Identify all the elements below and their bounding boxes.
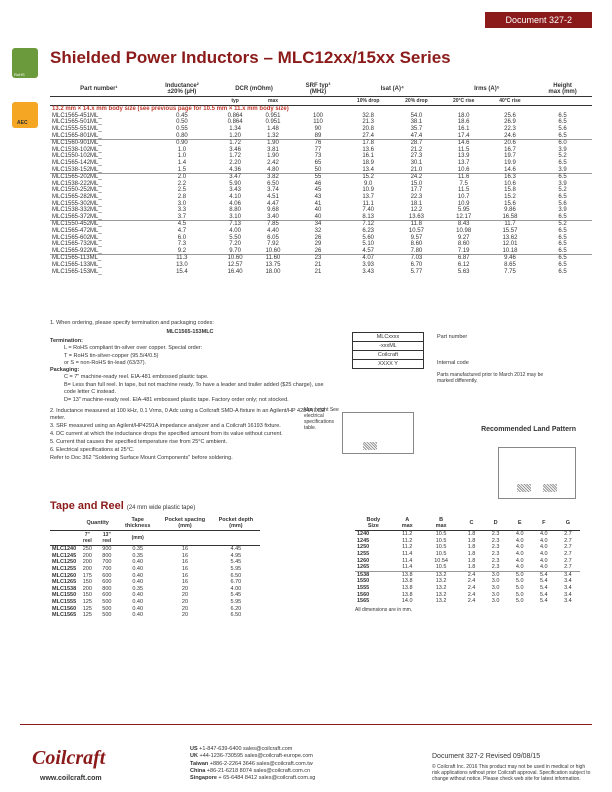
logo: Coilcraft [32, 747, 105, 770]
rohs-icon [12, 48, 38, 78]
tape-table: QuantityTape thicknessPocket spacing (mm… [50, 516, 260, 619]
note-1: 1. When ordering, please specify termina… [50, 320, 330, 327]
doc-header: Document 327-2 [485, 12, 592, 28]
tape-sub: (24 mm wide plastic tape) [127, 505, 195, 511]
term-label: Termination: [50, 338, 83, 344]
notes: 1. When ordering, please specify termina… [50, 320, 330, 464]
pn-label: Part number [437, 334, 467, 340]
ic-label: Internal code [437, 360, 469, 366]
footer-legal: © Coilcraft Inc. 2016 This product may n… [432, 764, 592, 782]
dim-note: All dimensions are in mm. [355, 607, 580, 613]
body-table: BodySizeAmaxBmaxCDEFG124011.210.51.82.34… [355, 516, 580, 613]
footer-right: Document 327-2 Revised 09/08/15 © Coilcr… [432, 753, 592, 782]
url: www.coilcraft.com [40, 775, 102, 782]
component-sketch [342, 412, 414, 454]
pack-label: Packaging: [50, 367, 79, 373]
footer-rule [20, 724, 592, 725]
footer-doc: Document 327-2 Revised 09/08/15 [432, 753, 592, 761]
land-title: Recommended Land Pattern [481, 426, 576, 433]
diagram-area: MLCxxxx-xxxMLCoilcraftXXXX Y Part number… [342, 332, 590, 507]
maxh-label: Max height See electrical specifications… [304, 407, 340, 431]
tape-title: Tape and Reel (24 mm wide plastic tape) [50, 500, 195, 512]
mfg-label: Parts manufactured prior to March 2012 m… [437, 372, 557, 384]
contacts: US +1-847-639-6400 sales@coilcraft.comUK… [190, 746, 410, 782]
notes-code: MLC1565-153MLC [50, 329, 330, 336]
land-sketch [498, 447, 576, 499]
aec-icon [12, 102, 38, 128]
part-marking-box: MLCxxxx-xxxMLCoilcraftXXXX Y [352, 332, 424, 369]
main-table: Part number¹Inductance²±20% (µH)DCR (mOh… [50, 82, 592, 275]
page-title: Shielded Power Inductors – MLC12xx/15xx … [50, 48, 451, 68]
